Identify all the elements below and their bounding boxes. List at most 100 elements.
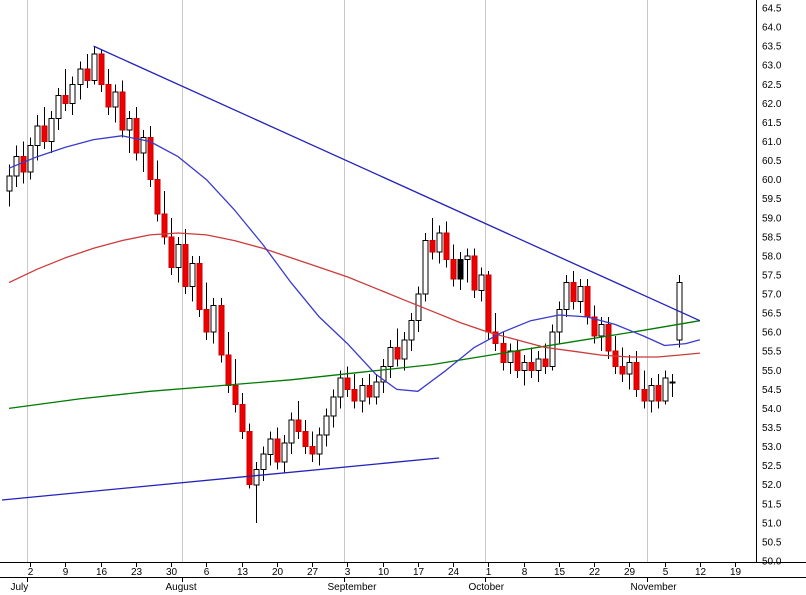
- candle: [626, 355, 633, 390]
- month-label: October: [469, 582, 505, 593]
- y-axis-label: 54.5: [762, 385, 782, 396]
- candle-body: [69, 83, 76, 104]
- candles-layer: [6, 46, 683, 523]
- candle: [450, 244, 457, 287]
- candle-body: [359, 385, 366, 402]
- candle: [239, 393, 246, 439]
- week-tick-label: 16: [96, 567, 108, 578]
- candle: [443, 221, 450, 268]
- candle: [253, 461, 260, 523]
- candle-body: [450, 259, 457, 280]
- candle-body: [232, 385, 239, 406]
- candle-body: [6, 175, 13, 192]
- week-tick-label: 15: [554, 567, 566, 578]
- green-ma-line: [8, 320, 701, 410]
- candle-body: [408, 320, 415, 341]
- candle: [535, 351, 542, 382]
- candle-body: [387, 346, 394, 367]
- month-label: August: [166, 582, 197, 593]
- candle: [232, 358, 239, 413]
- candle: [641, 370, 648, 409]
- candle-body: [175, 244, 182, 268]
- candle-body: [84, 68, 91, 81]
- candle-body: [380, 366, 387, 383]
- candle: [359, 377, 366, 413]
- y-axis-label: 60.5: [762, 156, 782, 167]
- month-label: September: [328, 582, 378, 593]
- candle-body: [521, 362, 528, 371]
- candle-body: [295, 419, 302, 432]
- candle-body: [309, 446, 316, 455]
- month-gridlines: [27, 0, 648, 562]
- candle: [182, 229, 189, 294]
- candle: [436, 225, 443, 264]
- y-axis-label: 55.0: [762, 366, 782, 377]
- candle-body: [577, 285, 584, 303]
- descending-trendline: [93, 45, 701, 322]
- week-tick-label: 5: [663, 567, 669, 578]
- candle: [591, 305, 598, 344]
- y-axis-label: 58.0: [762, 251, 782, 262]
- y-axis-label: 64.0: [762, 23, 782, 34]
- candle: [41, 107, 48, 150]
- candle-body: [633, 362, 640, 390]
- candle: [605, 316, 612, 359]
- week-tick-label: 2: [28, 567, 34, 578]
- y-axis-label: 53.0: [762, 442, 782, 453]
- y-axis-label: 57.0: [762, 290, 782, 301]
- candle: [612, 336, 619, 375]
- candle-body: [556, 308, 563, 333]
- candle-body: [323, 415, 330, 436]
- candle: [337, 370, 344, 409]
- candle: [161, 191, 168, 245]
- candle: [133, 107, 140, 161]
- week-tick-label: 20: [272, 567, 284, 578]
- y-axis-label: 62.5: [762, 80, 782, 91]
- candle: [112, 84, 119, 123]
- candle-body: [316, 434, 323, 455]
- candle: [492, 313, 499, 352]
- candle: [514, 339, 521, 378]
- candle-body: [485, 274, 492, 333]
- candle: [464, 248, 471, 283]
- candle-body: [91, 53, 98, 81]
- candle: [98, 50, 105, 92]
- month-label: November: [631, 582, 678, 593]
- candle-body: [422, 240, 429, 295]
- candle-body: [662, 377, 669, 402]
- candle: [225, 332, 232, 394]
- candle-body: [641, 388, 648, 402]
- candle: [274, 427, 281, 470]
- candle-body: [112, 91, 119, 108]
- candle: [351, 374, 358, 409]
- y-axis-label: 64.5: [762, 4, 782, 15]
- y-axis-label: 63.5: [762, 42, 782, 53]
- candle-body: [584, 285, 591, 318]
- week-tick-label: 3: [345, 567, 351, 578]
- candle-body: [274, 438, 281, 463]
- candle-body: [373, 381, 380, 398]
- candle-body: [182, 244, 189, 287]
- candle: [485, 271, 492, 340]
- candle: [154, 160, 161, 222]
- candle: [598, 316, 605, 352]
- candle: [91, 46, 98, 85]
- week-tick-label: 22: [589, 567, 601, 578]
- candle-body: [34, 125, 41, 146]
- candle: [246, 423, 253, 489]
- candle-body: [288, 419, 295, 444]
- candle-body: [351, 388, 358, 402]
- candle: [55, 88, 62, 130]
- candle-body: [591, 316, 598, 337]
- candle: [669, 374, 676, 397]
- candle: [556, 301, 563, 344]
- candle-body: [168, 236, 175, 268]
- candle-body: [246, 430, 253, 486]
- candle: [34, 114, 41, 161]
- candle-body: [41, 125, 48, 142]
- candle: [210, 297, 217, 344]
- ascending-trendline: [1, 457, 440, 501]
- candle-body: [105, 83, 112, 108]
- candle: [196, 255, 203, 317]
